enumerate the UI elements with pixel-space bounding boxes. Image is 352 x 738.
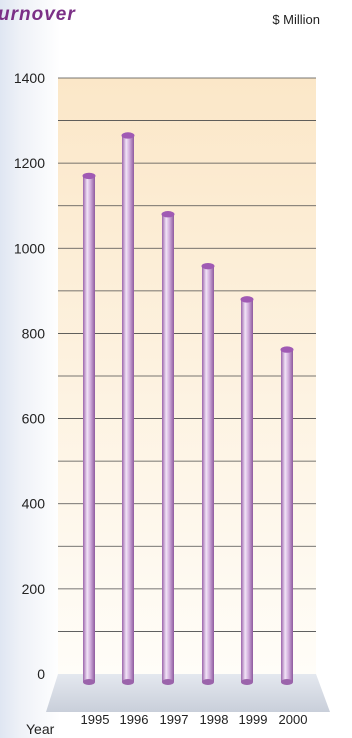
bar-base (281, 679, 293, 685)
x-tick-label: 1997 (160, 712, 189, 727)
bar-base (162, 679, 174, 685)
unit-label: $ Million (272, 12, 320, 27)
y-tick-label: 800 (22, 325, 46, 341)
x-tick-label: 2000 (279, 712, 308, 727)
chart-title: urnover (0, 4, 76, 25)
bar-cap (201, 262, 215, 270)
x-tick-label: 1996 (120, 712, 149, 727)
bar (202, 266, 214, 682)
bar-1998 (201, 262, 215, 685)
y-axis-ticks: 0 200 400 600 800 1000 1200 1400 (14, 70, 45, 682)
bar-1996 (121, 132, 135, 685)
bar-cap (240, 296, 254, 303)
floor (46, 674, 330, 712)
bar-1999 (240, 296, 254, 685)
x-tick-label: 1999 (239, 712, 268, 727)
bar (162, 214, 174, 682)
bar-base (202, 679, 214, 685)
y-tick-label: 400 (22, 496, 46, 512)
bar-1995 (82, 172, 96, 685)
bar-cap (82, 172, 96, 180)
bar-cap (121, 132, 135, 139)
bar-base (241, 679, 253, 685)
y-tick-label: 0 (37, 666, 45, 682)
x-axis-ticks: 1995 1996 1997 1998 1999 2000 (81, 712, 308, 727)
bar (281, 349, 293, 682)
bar (122, 135, 134, 682)
x-axis-label: Year (26, 721, 55, 737)
bar (83, 175, 95, 682)
y-tick-label: 1200 (14, 155, 45, 171)
bar-cap (161, 211, 175, 218)
y-tick-label: 600 (22, 411, 46, 427)
y-tick-label: 1000 (14, 240, 45, 256)
grid-lines (58, 77, 316, 632)
y-tick-label: 1400 (14, 70, 45, 86)
bar (241, 299, 253, 682)
bars (82, 132, 294, 685)
bar-base (122, 679, 134, 685)
x-tick-label: 1998 (200, 712, 229, 727)
x-tick-label: 1995 (81, 712, 110, 727)
bar-1997 (161, 211, 175, 685)
y-tick-label: 200 (22, 581, 46, 597)
bar-base (83, 679, 95, 685)
bar-2000 (280, 346, 294, 685)
bar-cap (280, 346, 294, 353)
